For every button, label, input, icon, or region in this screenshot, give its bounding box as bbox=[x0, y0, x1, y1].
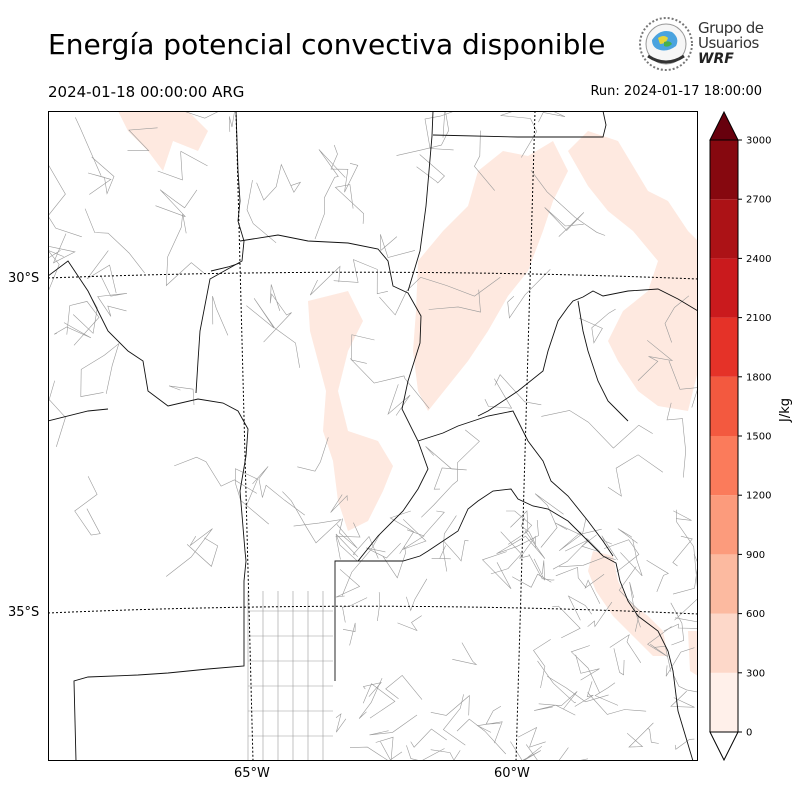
cape-patch-0 bbox=[118, 111, 208, 171]
province-boundaries bbox=[48, 111, 698, 761]
colorbar-tick-label: 1800 bbox=[746, 372, 771, 383]
cape-patch-2 bbox=[568, 131, 698, 411]
colorbar-bin bbox=[710, 495, 738, 555]
colorbar-tick-label: 1500 bbox=[746, 432, 771, 443]
colorbar-bin bbox=[710, 317, 738, 377]
colorbar-tick-label: 2100 bbox=[746, 313, 771, 324]
lon-label-60w: 60°W bbox=[494, 766, 530, 781]
colorbar-tick-label: 600 bbox=[746, 609, 765, 620]
cape-map bbox=[48, 111, 698, 761]
colorbar-bin bbox=[710, 199, 738, 259]
colorbar-bin bbox=[710, 376, 738, 436]
cape-patch-3 bbox=[308, 291, 393, 531]
colorbar-over-arrow bbox=[709, 110, 739, 141]
colorbar-tick-label: 2400 bbox=[746, 254, 771, 265]
logo-text-line1: Grupo de bbox=[698, 19, 764, 37]
cape-patch-5 bbox=[688, 631, 698, 676]
colorbar-under-arrow bbox=[709, 731, 739, 762]
logo-text-line2: Usuarios bbox=[698, 34, 759, 52]
colorbar-bin bbox=[710, 140, 738, 200]
colorbar-tick-label: 3000 bbox=[746, 136, 771, 147]
department-boundaries bbox=[48, 111, 698, 761]
graticule bbox=[48, 111, 698, 761]
colorbar-bin bbox=[710, 672, 738, 732]
logo-text-line3: WRF bbox=[698, 51, 734, 67]
colorbar-bin bbox=[710, 258, 738, 318]
colorbar-tick-label: 2700 bbox=[746, 195, 771, 206]
run-time: Run: 2024-01-17 18:00:00 bbox=[590, 84, 762, 99]
lon-label-65w: 65°W bbox=[234, 766, 270, 781]
colorbar-tick-label: 300 bbox=[746, 668, 765, 679]
colorbar: 0 300 600 900 1200 1500 1800 2100 2400 2700 3000 bbox=[709, 110, 771, 762]
cape-patch-4 bbox=[588, 551, 668, 656]
globe-icon bbox=[639, 17, 693, 71]
wrf-logo: Grupo de Usuarios WRF bbox=[638, 16, 778, 72]
colorbar-bin bbox=[710, 436, 738, 496]
valid-time: 2024-01-18 00:00:00 ARG bbox=[48, 83, 245, 101]
lat-label-30s: 30°S bbox=[8, 271, 40, 286]
map-title: Energía potencial convectiva disponible bbox=[48, 28, 606, 61]
cape-patch-1 bbox=[413, 141, 568, 411]
lat-label-35s: 35°S bbox=[8, 605, 40, 620]
colorbar-bin bbox=[710, 554, 738, 614]
colorbar-tick-label: 900 bbox=[746, 550, 765, 561]
colorbar-bin bbox=[710, 613, 738, 673]
colorbar-tick-label: 0 bbox=[746, 728, 752, 739]
colorbar-tick-label: 1200 bbox=[746, 491, 771, 502]
colorbar-unit-label: J/kg bbox=[778, 398, 793, 422]
cape-shading bbox=[118, 111, 698, 676]
